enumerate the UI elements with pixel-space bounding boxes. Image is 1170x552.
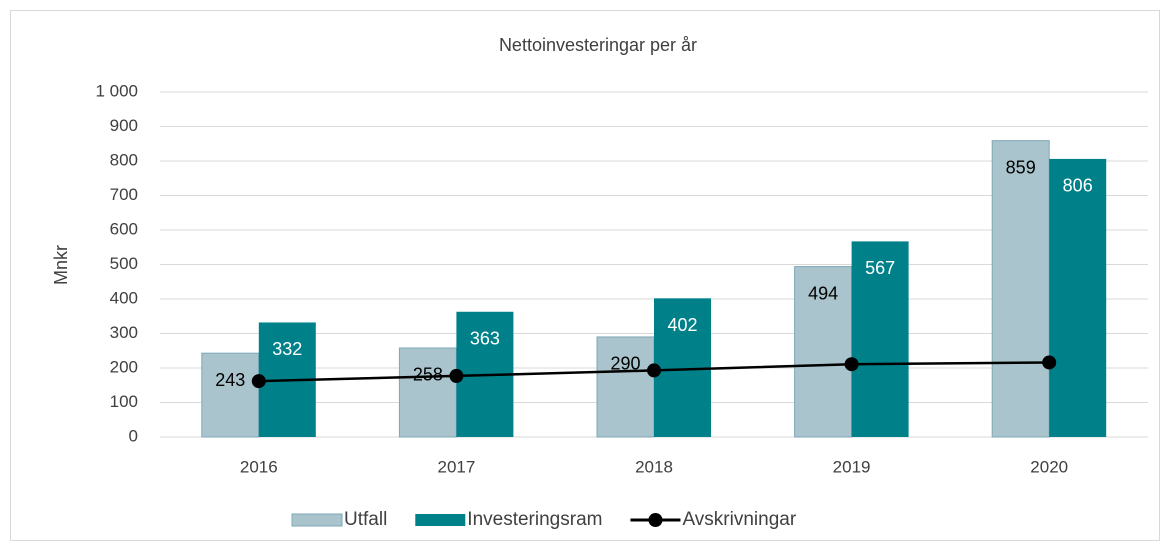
bar xyxy=(398,347,457,438)
y-tick-label: 500 xyxy=(110,254,138,273)
line-marker xyxy=(449,368,464,383)
y-tick-label: 300 xyxy=(110,323,138,342)
data-label: 332 xyxy=(272,339,302,359)
data-label: 363 xyxy=(470,329,500,349)
legend-swatch xyxy=(415,514,466,526)
data-label: 494 xyxy=(808,283,838,303)
line-marker xyxy=(251,374,266,389)
line-marker xyxy=(647,363,661,378)
x-tick-label: 2016 xyxy=(240,457,278,476)
bar xyxy=(991,140,1050,438)
bar xyxy=(596,336,655,438)
line-marker xyxy=(1042,355,1057,370)
legend-label: Utfall xyxy=(344,509,387,530)
bar xyxy=(1049,158,1107,437)
chart-title: Nettoinvesteringar per år xyxy=(499,35,697,55)
legend-marker xyxy=(648,513,663,527)
data-label: 290 xyxy=(610,354,640,374)
y-tick-label: 800 xyxy=(110,150,138,169)
data-label: 567 xyxy=(865,258,895,278)
y-tick-label: 900 xyxy=(110,116,138,135)
y-tick-label: 400 xyxy=(110,288,138,307)
y-tick-label: 600 xyxy=(110,219,138,238)
data-label: 859 xyxy=(1006,157,1036,177)
chart-border xyxy=(10,10,1160,541)
bar xyxy=(794,266,853,438)
y-tick-label: 700 xyxy=(110,185,138,204)
line-marker xyxy=(844,357,859,372)
bar xyxy=(201,352,260,438)
y-tick-label: 200 xyxy=(110,357,138,376)
y-tick-label: 1 000 xyxy=(95,81,138,100)
data-label: 402 xyxy=(667,315,697,335)
data-label: 243 xyxy=(215,370,245,390)
data-label: 258 xyxy=(413,365,443,385)
y-tick-label: 0 xyxy=(129,426,138,445)
x-tick-label: 2017 xyxy=(437,457,475,476)
legend-swatch xyxy=(291,513,343,527)
legend-label: Avskrivningar xyxy=(682,509,796,530)
x-tick-label: 2018 xyxy=(635,457,673,476)
data-label: 806 xyxy=(1063,176,1093,196)
y-axis-label: Mnkr xyxy=(51,245,71,285)
y-tick-label: 100 xyxy=(110,392,138,411)
x-tick-label: 2020 xyxy=(1030,457,1068,476)
x-tick-label: 2019 xyxy=(833,457,871,476)
bar xyxy=(654,298,711,437)
legend-label: Investeringsram xyxy=(467,509,602,530)
bar xyxy=(851,241,909,437)
